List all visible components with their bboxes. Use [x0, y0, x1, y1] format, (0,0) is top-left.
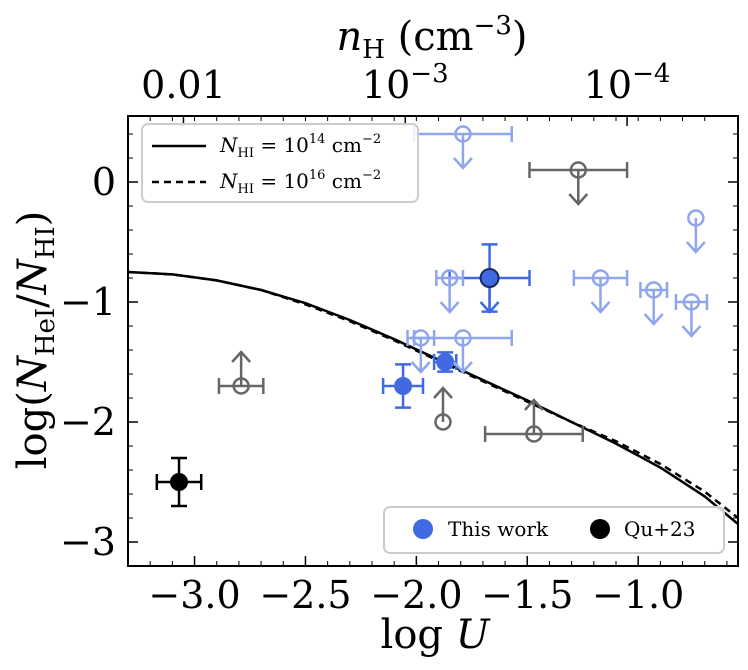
limit-arrow-head	[479, 301, 500, 314]
marker-open	[644, 281, 663, 299]
marker-open	[440, 269, 459, 287]
legend-this-work-label: This work	[448, 517, 549, 541]
limit-arrow-head	[681, 325, 702, 338]
data-point-light	[674, 293, 709, 338]
marker-open	[687, 209, 705, 227]
plot-area	[128, 125, 738, 525]
y-tick-label: −3	[60, 520, 116, 564]
marker-filled	[436, 353, 455, 371]
limit-arrow-head	[590, 301, 611, 314]
y-tick-label: 0	[92, 160, 116, 204]
legend-points: This work Qu+23	[383, 506, 725, 554]
legend-qu23-label: Qu+23	[624, 517, 695, 541]
top-tick-label: 0.01	[141, 63, 226, 107]
data-point-light	[412, 329, 513, 374]
limit-arrow-head	[643, 313, 664, 326]
top-tick-label: 10−3	[362, 59, 449, 107]
svg-text:log(NHeI/NHI): log(NHeI/NHI)	[10, 211, 61, 469]
limit-arrow-head	[453, 157, 473, 170]
data-point-light	[406, 329, 436, 374]
y-tick-label: −2	[60, 400, 116, 444]
limit-arrow-head	[453, 361, 473, 374]
svg-text:nH (cm−3): nH (cm−3)	[336, 11, 527, 65]
marker-open	[591, 269, 610, 287]
top-tick-label: 10−4	[584, 59, 671, 107]
plot-frame	[127, 115, 739, 567]
marker-open	[454, 125, 472, 143]
data-point-light	[412, 125, 513, 170]
marker-open	[682, 293, 701, 311]
legend-lines: NHI = 1014 cm−2 NHI = 1016 cm−2	[141, 123, 419, 203]
model-curve-nhi-1e16	[128, 270, 738, 519]
y-tick-label: −1	[60, 280, 116, 324]
marker-open	[569, 161, 588, 179]
x-axis-label: log U	[381, 612, 491, 658]
legend-qu23-marker	[590, 519, 610, 539]
limit-arrow-head	[410, 361, 431, 374]
limit-arrow-head	[231, 350, 252, 363]
data-point-light	[435, 269, 465, 314]
x-tick-label: −1.0	[592, 573, 684, 617]
svg-text:NHI = 1014 cm−2: NHI = 1014 cm−2	[219, 132, 381, 161]
model-curve-nhi-1e14	[128, 270, 738, 525]
marker-filled	[394, 377, 413, 395]
x-tick-label: −2.0	[370, 573, 462, 617]
data-point-light	[685, 209, 706, 254]
data-point-light	[572, 269, 629, 314]
data-point-qu23	[155, 456, 203, 508]
svg-text:NHI = 1016 cm−2: NHI = 1016 cm−2	[219, 168, 381, 197]
limit-arrow-head	[433, 386, 453, 399]
x-tick-label: −1.5	[481, 573, 573, 617]
marker-open	[525, 425, 543, 443]
data-point-this_work	[448, 243, 531, 314]
marker-filled	[479, 268, 500, 288]
marker-open	[434, 413, 452, 431]
limit-arrow-head	[523, 398, 544, 411]
y-axis-label: log(NHeI/NHI)	[10, 211, 61, 469]
limit-arrow-head	[439, 301, 460, 314]
marker-filled	[170, 473, 189, 491]
top-axis-label: nH (cm−3)	[336, 11, 527, 65]
limit-arrow-head	[568, 193, 589, 206]
x-tick-label: −2.5	[259, 573, 351, 617]
data-point-grey	[528, 161, 629, 206]
data-point-light	[639, 281, 669, 326]
legend-this-work-marker	[413, 519, 433, 539]
x-tick-label: −3.0	[148, 573, 240, 617]
svg-text:log U: log U	[381, 612, 491, 658]
limit-arrow-head	[685, 241, 706, 254]
data-point-grey	[483, 398, 584, 443]
data-point-this_work	[381, 363, 425, 409]
marker-open	[454, 329, 472, 347]
data-point-grey	[217, 350, 265, 395]
data-point-this_work	[432, 351, 458, 373]
data-point-grey	[433, 386, 453, 431]
marker-open	[232, 377, 250, 395]
